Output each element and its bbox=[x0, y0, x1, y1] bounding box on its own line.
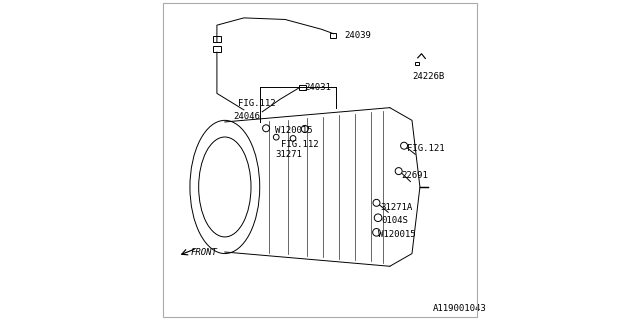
Text: 24226B: 24226B bbox=[412, 72, 444, 81]
Text: 24046: 24046 bbox=[234, 112, 260, 121]
Text: 31271: 31271 bbox=[276, 150, 303, 159]
Text: A119001043: A119001043 bbox=[433, 304, 486, 313]
Text: 0104S: 0104S bbox=[381, 216, 408, 225]
Text: FIG.121: FIG.121 bbox=[407, 144, 445, 153]
Text: W120015: W120015 bbox=[275, 126, 312, 135]
Text: 24039: 24039 bbox=[345, 31, 372, 40]
Text: FIG.112: FIG.112 bbox=[282, 140, 319, 149]
Text: W120015: W120015 bbox=[378, 230, 415, 239]
Text: 24031: 24031 bbox=[305, 83, 332, 92]
Text: FRONT: FRONT bbox=[191, 248, 218, 257]
Text: 22691: 22691 bbox=[401, 171, 428, 180]
Text: 31271A: 31271A bbox=[380, 203, 413, 212]
Text: FIG.112: FIG.112 bbox=[237, 99, 275, 108]
